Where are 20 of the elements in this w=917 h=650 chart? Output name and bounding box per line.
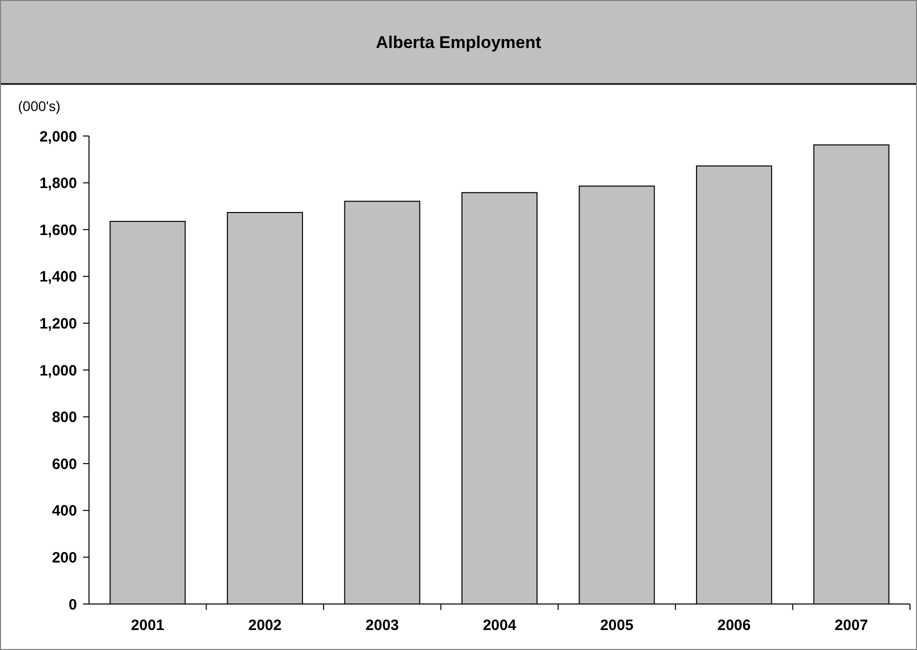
- x-tick-label: 2005: [600, 617, 634, 634]
- y-tick-label: 400: [52, 502, 77, 520]
- x-tick-label: 2004: [482, 617, 517, 634]
- x-tick-label: 2007: [834, 617, 868, 634]
- y-tick-label: 2,000: [39, 128, 77, 146]
- y-tick-label: 800: [52, 409, 77, 426]
- x-tick-label: 2001: [130, 617, 164, 634]
- y-tick-label: 200: [52, 549, 77, 566]
- y-tick-label: 1,400: [39, 268, 77, 286]
- y-tick-label: 600: [52, 456, 77, 473]
- y-tick-label: 1,000: [39, 362, 77, 380]
- y-tick-label: 0: [68, 596, 77, 614]
- chart-title: Alberta Employment: [376, 33, 542, 52]
- y-tick-label: 1,200: [39, 315, 77, 332]
- y-tick-label: 1,600: [39, 222, 77, 239]
- y-axis-title: (000's): [18, 98, 60, 114]
- x-tick-label: 2002: [248, 617, 282, 634]
- y-tick-label: 1,800: [39, 175, 77, 192]
- x-tick-label: 2003: [366, 617, 399, 634]
- x-tick-label: 2006: [717, 617, 751, 634]
